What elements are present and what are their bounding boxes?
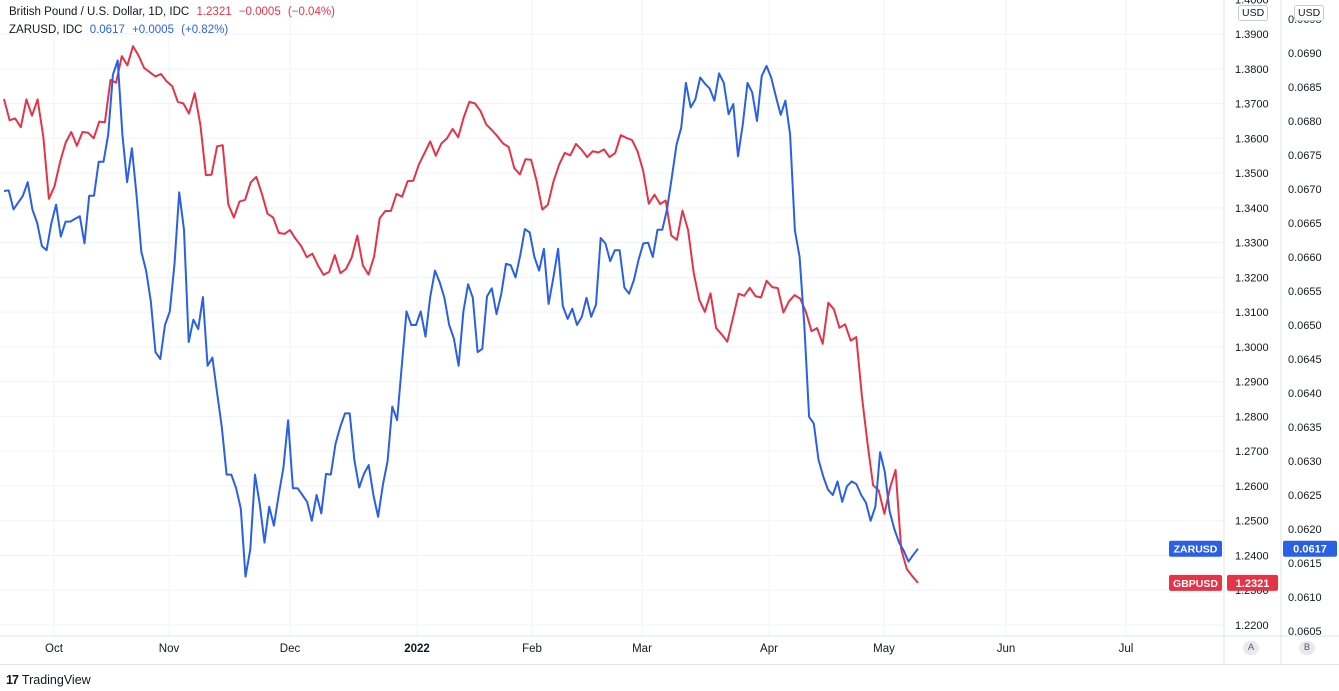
last-value-text: 0.0617 (1293, 544, 1327, 556)
right-tick-label: 0.0640 (1288, 388, 1322, 400)
gbp-legend[interactable]: British Pound / U.S. Dollar, 1D, IDC 1.2… (9, 6, 339, 18)
right-tick-label: 0.0675 (1288, 150, 1322, 162)
time-tick-label: Dec (280, 643, 301, 655)
left-tick-label: 1.3400 (1235, 203, 1269, 215)
left-tick-label: 1.3700 (1235, 99, 1269, 111)
gbpusd-line[interactable] (3, 45, 919, 584)
left-tick-label: 1.2200 (1235, 620, 1269, 632)
time-tick-label: Oct (45, 643, 64, 655)
left-tick-label: 1.3900 (1235, 29, 1269, 41)
time-tick-label: Jun (997, 643, 1016, 655)
left-tick-label: 1.3500 (1235, 168, 1269, 180)
time-tick-label: Feb (522, 643, 542, 655)
series-name-tag-text: GBPUSD (1173, 578, 1218, 590)
right-tick-label: 0.0645 (1288, 354, 1322, 366)
chart-grid (0, 0, 1224, 636)
right-scale-unit[interactable]: USD (1294, 5, 1325, 21)
gbp-legend-title: British Pound / U.S. Dollar, 1D, IDC (9, 6, 190, 18)
time-tick-label: May (873, 643, 895, 655)
tradingview-brand: TradingView (21, 673, 91, 687)
left-scale-unit[interactable]: USD (1238, 5, 1269, 21)
auto-scale-button[interactable]: A (1243, 641, 1259, 655)
right-tick-label: 0.0670 (1288, 184, 1322, 196)
last-value-labels: GBPUSD 1.2321 ZARUSD 0.0617 (1169, 540, 1337, 591)
zar-legend-title: ZARUSD, IDC (9, 24, 83, 36)
gbp-legend-change-pct: (−0.04%) (287, 6, 335, 18)
left-tick-label: 1.3800 (1235, 64, 1269, 76)
series-name-tag (1169, 574, 1222, 591)
series-lines (3, 45, 919, 584)
right-tick-label: 0.0665 (1288, 218, 1322, 230)
tradingview-logo[interactable]: 17 TradingView (6, 673, 91, 687)
tradingview-logo-icon: 17 (6, 673, 19, 687)
right-tick-label: 0.0625 (1288, 490, 1322, 502)
right-tick-label: 0.0685 (1288, 82, 1322, 94)
left-tick-label: 1.2900 (1235, 377, 1269, 389)
time-tick-label: Nov (159, 643, 180, 655)
left-tick-label: 1.4000 (1235, 0, 1269, 6)
time-tick-label: Jul (1119, 643, 1134, 655)
right-tick-label: 0.0620 (1288, 524, 1322, 536)
right-tick-label: 0.0630 (1288, 456, 1322, 468)
time-tick-label: Mar (632, 643, 652, 655)
zar-legend-change: +0.0005 (132, 24, 174, 36)
zarusd-line[interactable] (3, 59, 919, 578)
time-tick-label: Apr (760, 643, 778, 655)
last-value-text: 1.2321 (1236, 578, 1270, 590)
right-tick-label: 0.0655 (1288, 286, 1322, 298)
left-tick-label: 1.2500 (1235, 516, 1269, 528)
time-scale[interactable]: Oct Nov Dec 2022 Feb Mar Apr May Jun Jul (45, 643, 1133, 655)
time-tick-label: 2022 (404, 643, 430, 655)
chart-canvas[interactable]: 1.4000 1.3900 1.3800 1.3700 1.3600 1.3500 1.34… (0, 0, 1339, 664)
right-price-scale[interactable]: 0.06950.06900.06850.06800.06750.06700.06… (1288, 14, 1322, 638)
left-tick-label: 1.3300 (1235, 238, 1269, 250)
right-tick-label: 0.0605 (1288, 626, 1322, 638)
left-tick-label: 1.2400 (1235, 550, 1269, 562)
zar-legend-value: 0.0617 (89, 24, 125, 36)
last-value-box (1227, 574, 1278, 591)
right-tick-label: 0.0635 (1288, 422, 1322, 434)
footer: 17 TradingView (0, 664, 1339, 691)
left-tick-label: 1.3600 (1235, 133, 1269, 145)
last-value-box (1283, 540, 1337, 557)
gbp-legend-change: −0.0005 (238, 6, 281, 18)
right-tick-label: 0.0660 (1288, 252, 1322, 264)
series-name-tag (1169, 540, 1222, 557)
gbp-legend-value: 1.2321 (196, 6, 232, 18)
left-tick-label: 1.2700 (1235, 446, 1269, 458)
left-tick-label: 1.2600 (1235, 481, 1269, 493)
zar-legend[interactable]: ZARUSD, IDC 0.0617 +0.0005 (+0.82%) (9, 24, 232, 36)
right-tick-label: 0.0650 (1288, 320, 1322, 332)
left-tick-label: 1.3200 (1235, 272, 1269, 284)
series-name-tag-text: ZARUSD (1174, 544, 1218, 556)
right-tick-label: 0.0690 (1288, 48, 1322, 60)
zar-legend-change-pct: (+0.82%) (181, 24, 229, 36)
left-tick-label: 1.3100 (1235, 307, 1269, 319)
right-tick-label: 0.0680 (1288, 116, 1322, 128)
scale-b-button[interactable]: B (1299, 641, 1315, 655)
left-price-scale[interactable]: 1.4000 1.3900 1.3800 1.3700 1.3600 1.3500 1.34… (1235, 0, 1269, 632)
left-tick-label: 1.2800 (1235, 411, 1269, 423)
right-tick-label: 0.0610 (1288, 592, 1322, 604)
right-tick-label: 0.0615 (1288, 558, 1322, 570)
left-tick-label: 1.3000 (1235, 342, 1269, 354)
